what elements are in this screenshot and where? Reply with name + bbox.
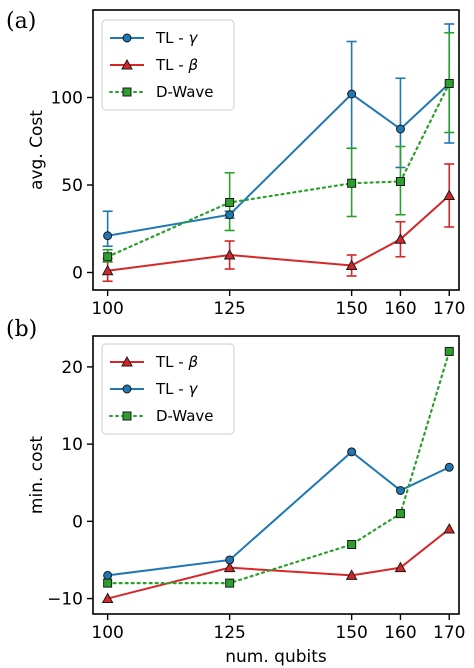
data-point <box>443 189 456 200</box>
legend-marker <box>122 87 132 97</box>
data-point <box>395 124 405 134</box>
data-point <box>443 523 456 534</box>
legend-marker <box>122 384 132 394</box>
data-point <box>345 259 358 270</box>
data-point <box>223 561 236 573</box>
x-tick-label: 150 <box>335 299 367 319</box>
legend-marker <box>121 58 133 70</box>
legend-label-symbol: β <box>187 56 198 74</box>
legend-label-symbol: γ <box>188 29 198 47</box>
data-point <box>223 248 236 260</box>
data-point <box>103 252 113 262</box>
data-point <box>103 570 113 580</box>
legend-label: D-Wave <box>156 83 214 101</box>
series-line <box>107 528 450 600</box>
data-point <box>394 561 407 573</box>
legend-label-main: TL - <box>155 56 188 74</box>
data-point <box>103 578 113 588</box>
panel-label: (a) <box>6 9 36 34</box>
x-tick-label: 100 <box>91 299 123 319</box>
x-tick-label: 160 <box>384 299 416 319</box>
legend-label-main: TL - <box>155 29 188 47</box>
data-point <box>225 555 235 565</box>
data-point <box>444 462 454 472</box>
legend-label: TL - γ <box>155 29 198 47</box>
data-point <box>101 592 114 604</box>
data-point <box>444 79 454 88</box>
x-tick-label: 170 <box>433 623 465 643</box>
x-tick-label: 125 <box>213 623 245 643</box>
x-tick-label: 170 <box>433 299 465 319</box>
legend-box <box>101 19 235 111</box>
data-point <box>395 177 405 186</box>
plot-frame <box>92 9 460 291</box>
data-point <box>347 89 357 99</box>
data-point <box>347 178 357 188</box>
legend-marker <box>122 33 132 43</box>
y-tick-label: 20 <box>61 358 83 378</box>
legend-marker <box>122 411 132 421</box>
y-tick-label: 0 <box>72 264 83 284</box>
chart-panel-2: (b) 100 125 150 160 170 −10 0 10 20 min. cost num. … <box>6 317 465 667</box>
legend: TL - βTL - γD-Wave <box>101 343 235 435</box>
legend-label-main: TL - <box>155 353 188 371</box>
data-point <box>225 210 235 220</box>
y-axis-label: min. cost <box>27 436 47 514</box>
data-point <box>395 509 405 519</box>
plot-frame <box>92 335 460 615</box>
data-point <box>345 569 358 580</box>
y-tick-label: 10 <box>61 435 83 455</box>
data-point <box>225 578 235 588</box>
data-point <box>444 346 454 356</box>
legend-marker <box>121 355 133 367</box>
legend-label-symbol: β <box>187 353 198 371</box>
legend-label-main: D-Wave <box>156 83 214 101</box>
y-tick-label: 100 <box>51 89 83 109</box>
legend-label: TL - γ <box>155 380 198 398</box>
legend: TL - γTL - βD-Wave <box>101 19 235 111</box>
x-axis-label: num. qubits <box>225 647 327 667</box>
data-point <box>101 264 114 276</box>
x-tick-label: 150 <box>335 623 367 643</box>
data-point <box>347 540 357 549</box>
data-point <box>394 233 407 244</box>
data-point <box>347 447 357 457</box>
data-point <box>395 485 405 495</box>
legend-box <box>101 343 235 435</box>
y-tick-label: 0 <box>72 512 83 532</box>
panel-label: (b) <box>6 317 37 342</box>
legend-label: TL - β <box>155 353 198 371</box>
y-tick-label: 50 <box>61 176 83 196</box>
y-axis-label: avg. Cost <box>27 110 47 190</box>
legend-label-main: TL - <box>155 380 188 398</box>
legend-label: TL - β <box>155 56 198 74</box>
legend-label-main: D-Wave <box>156 407 214 425</box>
y-tick-label: −10 <box>47 590 83 610</box>
data-point <box>225 198 235 207</box>
legend-label-symbol: γ <box>188 380 198 398</box>
x-tick-label: 100 <box>91 623 123 643</box>
x-tick-label: 125 <box>213 299 245 319</box>
data-point <box>103 231 113 241</box>
legend-label: D-Wave <box>156 407 214 425</box>
x-tick-label: 160 <box>384 623 416 643</box>
